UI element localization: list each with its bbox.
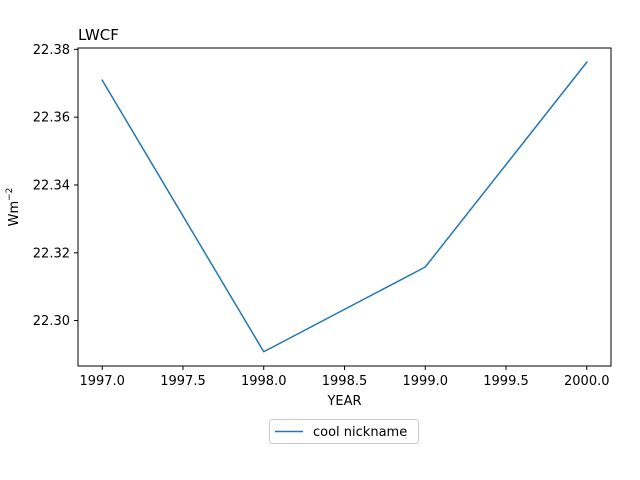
series-line [101,61,588,353]
y-axis-label: Wm−2 [5,188,22,227]
x-tick-label: 1999.0 [403,374,449,389]
x-tick-label: 1998.5 [322,374,368,389]
y-axis-label-text: Wm [7,201,22,227]
y-tick-label: 22.32 [33,246,70,261]
x-tick-label: 1997.0 [79,374,125,389]
legend-label: cool nickname [313,425,407,440]
legend-box [269,419,419,444]
y-axis-label-superscript: −2 [5,188,15,201]
ticks-layer: 1997.0 1997.5 1998.0 1998.5 1999.0 1999.5 2000… [33,43,610,389]
chart-title: LWCF [78,26,119,44]
x-tick-label: 1997.5 [160,374,206,389]
x-axis-label: YEAR [326,394,361,409]
y-tick-label: 22.30 [33,314,70,329]
x-tick-label: 2000.0 [564,374,610,389]
y-tick-label: 22.36 [33,111,70,126]
x-tick-label: 1999.5 [483,374,529,389]
y-tick-label: 22.34 [33,178,70,193]
legend: cool nickname [269,419,419,444]
series-layer [101,61,588,353]
x-tick-label: 1998.0 [241,374,287,389]
svg-text:Wm−2: Wm−2 [5,188,22,227]
y-tick-label: 22.38 [33,43,70,58]
plot-area-frame [77,47,612,367]
